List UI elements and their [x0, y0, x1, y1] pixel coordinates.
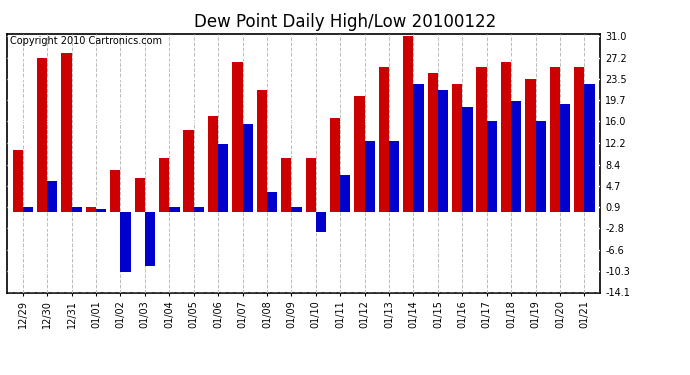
Bar [574, 67, 584, 212]
Bar [72, 207, 82, 212]
Bar [184, 130, 194, 212]
Bar [584, 84, 595, 212]
Bar [428, 73, 438, 212]
Bar [316, 212, 326, 232]
Text: Dew Point Daily High/Low 20100122: Dew Point Daily High/Low 20100122 [194, 13, 496, 31]
Bar [281, 158, 291, 212]
Bar [413, 84, 424, 212]
Bar [23, 207, 33, 212]
Bar [355, 96, 364, 212]
Bar [218, 144, 228, 212]
Bar [364, 141, 375, 212]
Text: Copyright 2010 Cartronics.com: Copyright 2010 Cartronics.com [10, 36, 162, 46]
Bar [145, 212, 155, 266]
Bar [86, 207, 96, 212]
Bar [12, 150, 23, 212]
Bar [379, 67, 389, 212]
Bar [511, 101, 522, 212]
Bar [525, 79, 535, 212]
Bar [47, 181, 57, 212]
Bar [535, 122, 546, 212]
Bar [330, 118, 340, 212]
Bar [208, 116, 218, 212]
Bar [340, 176, 351, 212]
Bar [110, 170, 121, 212]
Bar [159, 158, 169, 212]
Bar [257, 90, 267, 212]
Bar [135, 178, 145, 212]
Bar [267, 192, 277, 212]
Bar [121, 212, 130, 272]
Bar [477, 67, 486, 212]
Bar [550, 67, 560, 212]
Bar [452, 84, 462, 212]
Bar [61, 53, 72, 212]
Bar [169, 207, 179, 212]
Bar [462, 107, 473, 212]
Bar [243, 124, 253, 212]
Bar [306, 158, 316, 212]
Bar [403, 36, 413, 212]
Bar [389, 141, 400, 212]
Bar [37, 58, 47, 212]
Bar [291, 207, 302, 212]
Bar [501, 62, 511, 212]
Bar [486, 122, 497, 212]
Bar [438, 90, 449, 212]
Bar [96, 210, 106, 212]
Bar [194, 207, 204, 212]
Bar [233, 62, 243, 212]
Bar [560, 104, 570, 212]
